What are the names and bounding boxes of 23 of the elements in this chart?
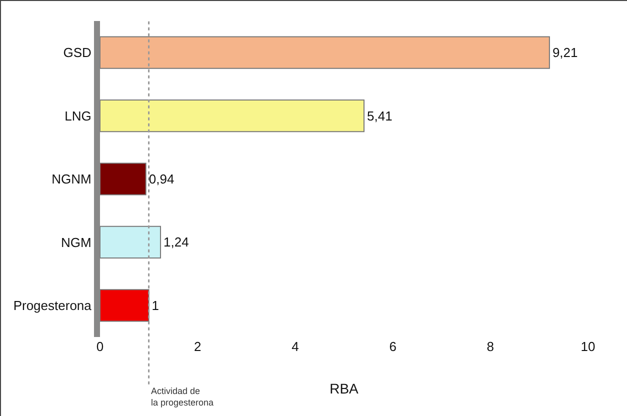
data-label: 5,41 xyxy=(367,108,392,124)
data-label: 0,94 xyxy=(148,172,174,186)
x-tick-label: 8 xyxy=(486,339,494,354)
data-label: 1 xyxy=(152,298,160,313)
ref-line-label: Actividad de la progesterona xyxy=(151,386,214,408)
data-label: 1,24 xyxy=(164,234,189,250)
bar xyxy=(100,289,150,322)
x-tick-label: 0 xyxy=(96,339,104,354)
y-tick-label: LNG xyxy=(64,108,92,124)
y-tick-label: NGM xyxy=(61,234,92,250)
y-tick-label: NGNM xyxy=(52,172,92,187)
y-tick-label: Progesterona xyxy=(13,298,92,313)
bar xyxy=(100,36,550,69)
x-tick-label: 2 xyxy=(194,339,202,354)
x-tick-label: 4 xyxy=(292,339,299,354)
x-axis-title: RBA xyxy=(330,380,360,396)
y-tick-label: GSD xyxy=(63,45,92,60)
data-label: 9,21 xyxy=(552,45,578,60)
x-tick-label: 10 xyxy=(580,339,596,354)
bar xyxy=(100,100,365,132)
bar xyxy=(100,162,146,196)
bar xyxy=(100,226,162,258)
x-tick-label: 6 xyxy=(389,339,396,354)
